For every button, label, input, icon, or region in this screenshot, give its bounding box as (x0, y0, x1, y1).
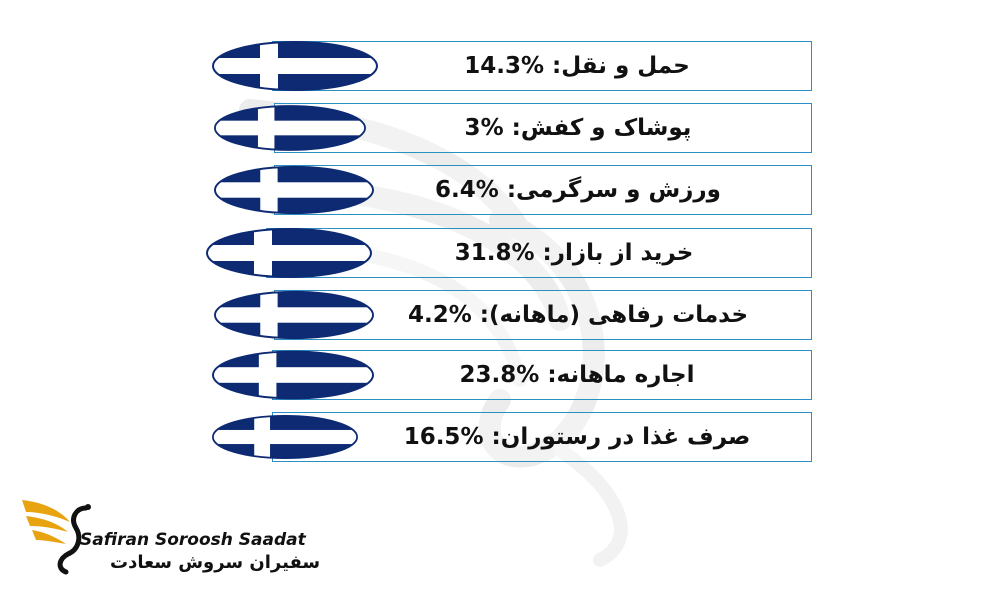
stat-row-restaurant: صرف غذا در رستوران: %16.5 (212, 412, 812, 462)
swan-wing-icon (22, 500, 91, 575)
brand-name-fa: سفیران سروش سعادت (110, 552, 321, 573)
stat-label: ورزش و سرگرمی: %6.4 (435, 177, 721, 203)
brand-name-en: Safiran Soroosh Saadat (80, 530, 306, 550)
finland-flag-icon (212, 41, 378, 91)
finland-flag-icon (214, 105, 366, 151)
stat-box: صرف غذا در رستوران: %16.5 (272, 412, 812, 462)
stat-row-transport: حمل و نقل: %14.3 (212, 41, 812, 91)
stat-row-clothing: پوشاک و کفش: %3 (214, 103, 812, 153)
stat-label: خرید از بازار: %31.8 (454, 240, 694, 266)
stat-label: پوشاک و کفش: %3 (464, 115, 692, 141)
stat-label: اجاره ماهانه: %23.8 (459, 362, 695, 388)
stat-row-services: خدمات رفاهی (ماهانه): %4.2 (214, 290, 812, 340)
stat-row-market: خرید از بازار: %31.8 (206, 228, 812, 278)
finland-flag-icon (214, 290, 374, 340)
stat-row-rent: اجاره ماهانه: %23.8 (212, 350, 812, 400)
stat-label: خدمات رفاهی (ماهانه): %4.2 (407, 302, 749, 328)
stat-row-sports: ورزش و سرگرمی: %6.4 (214, 165, 812, 215)
stat-label: صرف غذا در رستوران: %16.5 (403, 424, 751, 450)
finland-flag-icon (212, 350, 374, 400)
finland-flag-icon (212, 415, 358, 459)
company-logo: Safiran Soroosh Saadat سفیران سروش سعادت (20, 492, 320, 582)
stat-box: خرید از بازار: %31.8 (266, 228, 812, 278)
stat-box: خدمات رفاهی (ماهانه): %4.2 (274, 290, 812, 340)
finland-flag-icon (206, 228, 372, 278)
stat-label: حمل و نقل: %14.3 (464, 53, 690, 79)
finland-flag-icon (214, 165, 374, 215)
